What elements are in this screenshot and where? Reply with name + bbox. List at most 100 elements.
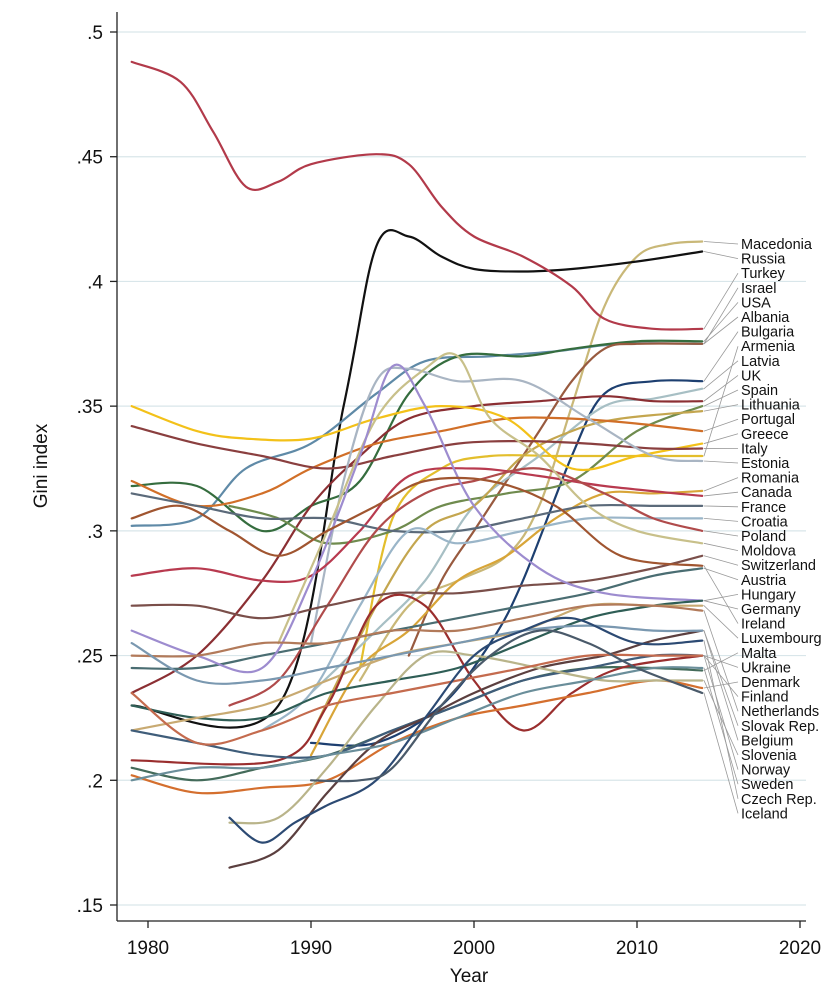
series-line-croatia [261,516,704,732]
leader-norway [703,655,739,770]
series-label-slovenia: Slovenia [741,748,798,764]
leader-armenia [703,346,739,457]
leader-bulgaria [703,331,739,382]
series-line-estonia [309,366,704,645]
series-line-poland [228,467,704,707]
series-label-sweden: Sweden [741,777,793,793]
series-label-ukraine: Ukraine [741,660,791,676]
leader-denmark [703,681,739,689]
y-tick-label: .35 [77,397,103,418]
leader-austria [703,567,739,581]
series-label-albania: Albania [741,310,790,326]
series-line-italy [130,425,704,470]
series-lines [130,60,704,869]
series-label-iceland: Iceland [741,806,788,822]
leader-france [703,505,739,508]
leader-czech-rep [703,640,739,799]
series-label-romania: Romania [741,471,800,487]
leader-turkey [703,272,739,330]
series-label-usa: USA [741,295,771,311]
x-tick-label: 1990 [290,938,332,959]
series-line-hungary [130,363,704,674]
y-ticks: .15 .2 .25 .3 .35 .4 .45 .5 [77,23,117,917]
y-tick-label: .15 [77,896,103,917]
series-label-finland: Finland [741,690,789,706]
series-label-austria: Austria [741,573,787,589]
series-label-lithuania: Lithuania [741,398,801,414]
series-line-lithuania [309,410,704,737]
leader-poland [703,530,739,537]
y-tick-label: .4 [87,272,103,293]
series-line-slovenia [228,650,704,825]
series-line-iceland [309,629,704,783]
leader-russia [703,251,739,259]
leader-latvia [702,360,739,390]
leader-albania [702,316,739,345]
series-label-germany: Germany [741,602,801,618]
leader-germany [703,600,739,610]
y-tick-label: .5 [87,23,103,44]
leader-uk [702,375,739,402]
y-tick-label: .45 [77,148,103,169]
leader-estonia [703,460,739,464]
series-label-estonia: Estonia [741,456,790,472]
series-label-luxembourg: Luxembourg [741,631,822,647]
series-label-belgium: Belgium [741,733,793,749]
leader-moldova [703,542,739,551]
series-line-moldova [277,352,704,645]
series-label-italy: Italy [741,441,768,457]
series-label-ireland: Ireland [741,617,785,633]
series-label-uk: UK [741,368,761,384]
series-label-macedonia: Macedonia [741,237,813,253]
series-line-macedonia [358,240,704,682]
series-line-slovak-rep [228,629,704,869]
series-line-greece [130,405,704,472]
series-label-latvia: Latvia [741,354,781,370]
series-line-russia [130,229,704,729]
series-label-switzerland: Switzerland [741,558,816,574]
x-tick-label: 2010 [616,938,658,959]
series-label-netherlands: Netherlands [741,704,819,720]
series-label-portugal: Portugal [741,412,795,428]
x-tick-label: 2000 [453,938,495,959]
leader-ireland [703,565,739,624]
leader-iceland [703,692,739,814]
axes [116,12,806,922]
series-label-turkey: Turkey [741,266,786,282]
label-leaders [702,241,739,814]
leader-greece [703,433,739,444]
series-line-norway [130,653,704,746]
series-label-russia: Russia [741,252,786,268]
x-tick-label: 2020 [779,938,821,959]
series-label-czech-rep: Czech Rep. [741,792,817,808]
series-label-norway: Norway [741,763,791,779]
series-label-malta: Malta [741,646,777,662]
leader-malta [703,652,739,671]
series-line-canada [130,467,704,584]
leader-macedonia [703,241,739,245]
series-label-hungary: Hungary [741,587,797,603]
series-line-bulgaria [309,379,704,747]
y-tick-label: .3 [87,522,103,543]
series-label-france: France [741,500,786,516]
x-ticks: 1980 1990 2000 2010 2020 [127,921,821,959]
series-line-portugal [130,416,704,508]
leader-belgium [703,630,739,741]
series-label-spain: Spain [741,383,778,399]
series-label-bulgaria: Bulgaria [741,325,795,341]
series-label-israel: Israel [741,281,776,297]
series-label-slovak-rep: Slovak Rep. [741,719,819,735]
series-line-germany [130,599,704,722]
leader-luxembourg [703,605,739,639]
leader-spain [703,389,739,407]
series-line-france [130,492,704,534]
x-axis-title: Year [450,966,489,987]
series-line-switzerland [130,554,704,620]
leader-switzerland [703,555,739,566]
y-tick-label: .2 [87,771,103,792]
leader-canada [703,491,739,497]
series-line-usa [130,339,704,533]
leader-usa [703,302,739,342]
series-label-canada: Canada [741,485,793,501]
series-label-denmark: Denmark [741,675,801,691]
